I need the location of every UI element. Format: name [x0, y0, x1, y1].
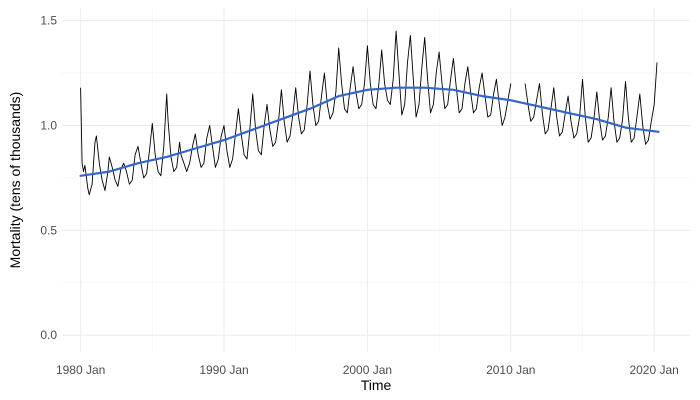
minor-gridlines	[62, 8, 690, 352]
x-tick-label: 2000 Jan	[343, 363, 392, 377]
x-axis-tick-labels: 1980 Jan 1990 Jan 2000 Jan 2010 Jan 2020 Jan	[56, 363, 679, 377]
x-tick-label: 1980 Jan	[56, 363, 105, 377]
y-tick-label: 0.0	[40, 328, 57, 342]
y-axis-title: Mortality (tens of thousands)	[7, 92, 23, 269]
series-layer	[79, 30, 660, 196]
y-tick-label: 0.5	[40, 223, 57, 237]
mortality-series-line	[80, 30, 658, 196]
y-axis-tick-labels: 0.0 0.5 1.0 1.5	[40, 14, 57, 343]
x-axis-title: Time	[361, 377, 392, 393]
x-tick-label: 1990 Jan	[199, 363, 248, 377]
x-tick-label: 2010 Jan	[486, 363, 535, 377]
trend-line	[79, 86, 660, 177]
y-tick-label: 1.5	[40, 14, 57, 28]
x-tick-label: 2020 Jan	[629, 363, 678, 377]
major-gridlines	[62, 8, 690, 352]
y-tick-label: 1.0	[40, 118, 57, 132]
